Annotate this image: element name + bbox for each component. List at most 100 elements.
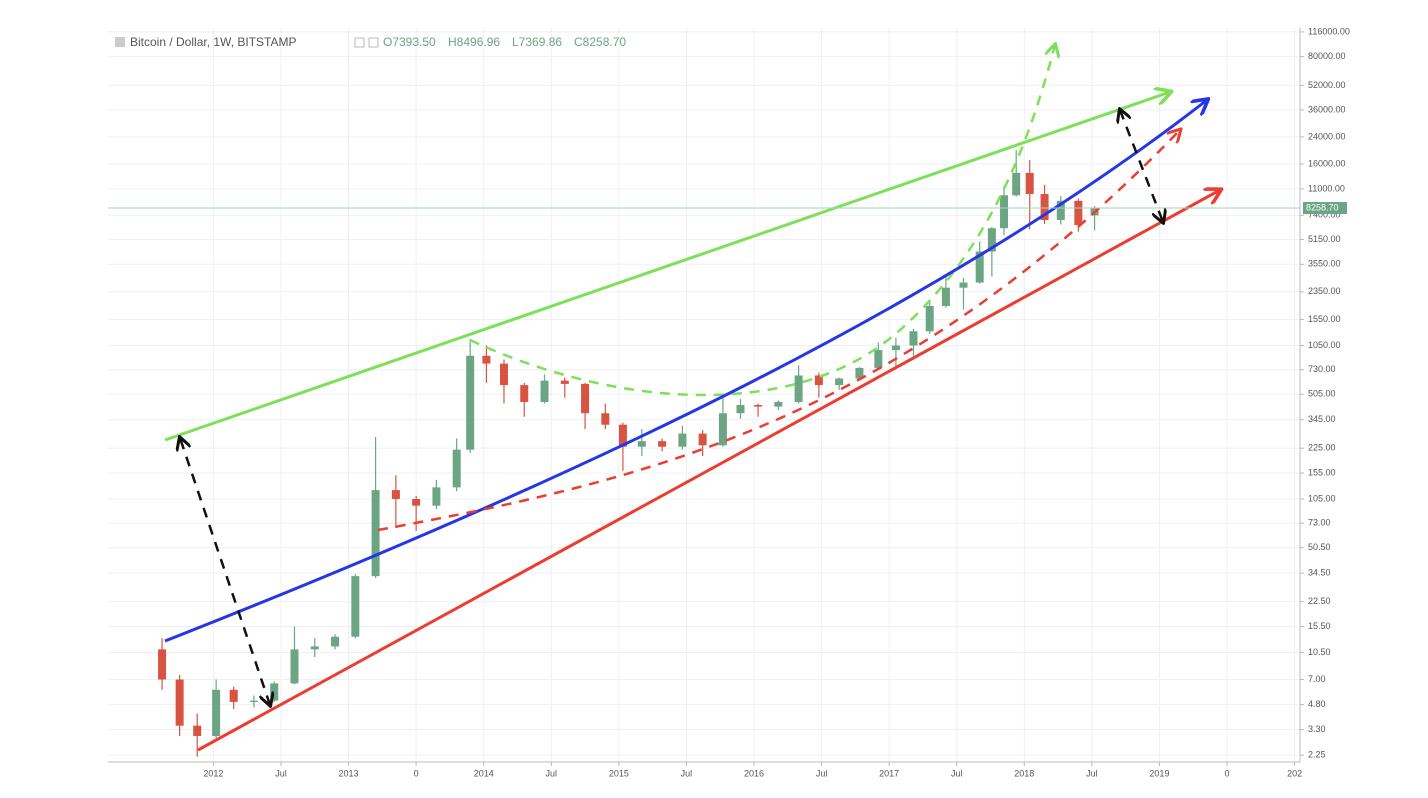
candle-body (229, 689, 238, 702)
y-tick-label: 7.00 (1308, 674, 1326, 684)
chart-title: Bitcoin / Dollar, 1W, BITSTAMP (130, 35, 297, 49)
candles (158, 150, 1099, 757)
candle-body (193, 725, 202, 736)
candle-body (1025, 172, 1034, 194)
candle-body (540, 380, 549, 402)
y-tick-label: 2.25 (1308, 750, 1326, 760)
candle-body (678, 433, 687, 447)
y-tick-label: 505.00 (1308, 389, 1336, 399)
candle-body (855, 367, 864, 379)
ohlc-high: H8496.96 (448, 35, 500, 49)
ohlc-open: O7393.50 (383, 35, 436, 49)
y-tick-label: 11000.00 (1308, 183, 1345, 193)
y-tick-label: 1050.00 (1308, 340, 1341, 350)
candle-body (814, 375, 823, 386)
candle-body (835, 378, 844, 386)
candle-body (452, 449, 461, 488)
candle-body (482, 355, 491, 364)
candle-body (909, 331, 918, 346)
candle-body (736, 405, 745, 414)
x-tick-label: 2012 (203, 768, 223, 778)
y-tick-label: 105.00 (1308, 493, 1336, 503)
candle-body (1040, 193, 1049, 221)
candle-body (718, 413, 727, 446)
x-tick-label: 2013 (339, 768, 359, 778)
candle-body (1056, 200, 1065, 221)
x-tick-label: 2014 (474, 768, 494, 778)
drawings (164, 45, 1220, 752)
y-tick-label: 22.50 (1308, 596, 1331, 606)
x-tick-label: 2017 (879, 768, 899, 778)
y-tick-label: 345.00 (1308, 414, 1336, 424)
y-tick-label: 730.00 (1308, 364, 1336, 374)
ohlc-low: L7369.86 (512, 35, 562, 49)
trend-curve (164, 100, 1207, 643)
y-tick-label: 1550.00 (1308, 314, 1341, 324)
candle-body (371, 490, 380, 577)
y-tick-label: 5150.00 (1308, 234, 1341, 244)
axes: 116000.00 80000.00 52000.00 36000.00 24000.0… (108, 26, 1350, 778)
x-tick-label: Jul (681, 768, 693, 778)
candle-body (658, 441, 667, 447)
support-line (197, 190, 1220, 752)
toggle-icon (368, 37, 379, 48)
y-tick-label: 24000.00 (1308, 131, 1346, 141)
last-price-label: 8258.70 (1306, 202, 1339, 212)
candle-body (290, 649, 299, 684)
x-tick-label: Jul (546, 768, 558, 778)
candle-body (331, 636, 340, 647)
x-tick-label: 0 (1225, 768, 1230, 778)
candle-body (874, 350, 883, 368)
range-arrow (180, 438, 270, 705)
candle-body (637, 441, 646, 447)
x-tick-label: 2018 (1014, 768, 1034, 778)
candle-body (391, 490, 400, 499)
candle-body (351, 576, 360, 637)
x-tick-label: Jul (275, 768, 287, 778)
x-tick-label: Jul (816, 768, 828, 778)
x-tick-label: Jul (951, 768, 963, 778)
y-tick-label: 155.00 (1308, 467, 1336, 477)
y-tick-label: 3.30 (1308, 724, 1326, 734)
candle-body (249, 700, 258, 702)
toggle-icon (354, 37, 365, 48)
candle-body (158, 649, 167, 680)
y-tick-label: 10.50 (1308, 647, 1331, 657)
candle-body (975, 251, 984, 283)
candle-body (601, 413, 610, 425)
candle-body (698, 433, 707, 446)
candle-body (520, 385, 529, 402)
x-tick-label: Jul (1086, 768, 1098, 778)
candle-body (959, 282, 968, 288)
x-tick-label: 2015 (609, 768, 629, 778)
candle-body (175, 679, 184, 726)
y-tick-label: 116000.00 (1308, 26, 1350, 36)
y-tick-label: 16000.00 (1308, 158, 1346, 168)
ohlc-close: C8258.70 (574, 35, 626, 49)
candle-body (581, 383, 590, 414)
y-tick-label: 15.50 (1308, 621, 1331, 631)
candle-body (941, 287, 950, 306)
range-arrow (1120, 110, 1163, 222)
y-tick-label: 225.00 (1308, 443, 1336, 453)
candle-body (412, 498, 421, 506)
y-tick-label: 52000.00 (1308, 80, 1346, 90)
y-tick-label: 4.80 (1308, 699, 1326, 709)
candle-body (310, 646, 319, 650)
x-tick-label: 2016 (744, 768, 764, 778)
candle-body (560, 380, 569, 384)
last-price-box (1303, 202, 1347, 215)
y-tick-label: 73.00 (1308, 518, 1331, 528)
candle-body (466, 355, 475, 450)
candle-body (270, 683, 279, 701)
candle-body (1000, 195, 1009, 229)
y-tick-label: 3550.00 (1308, 259, 1341, 269)
y-tick-label: 36000.00 (1308, 104, 1346, 114)
y-tick-label: 80000.00 (1308, 51, 1346, 61)
candle-body (987, 228, 996, 252)
y-tick-label: 7400.00 (1308, 210, 1341, 220)
y-tick-label: 34.50 (1308, 568, 1331, 578)
symbol-icon (115, 37, 125, 47)
x-tick-label: 202 (1287, 768, 1302, 778)
